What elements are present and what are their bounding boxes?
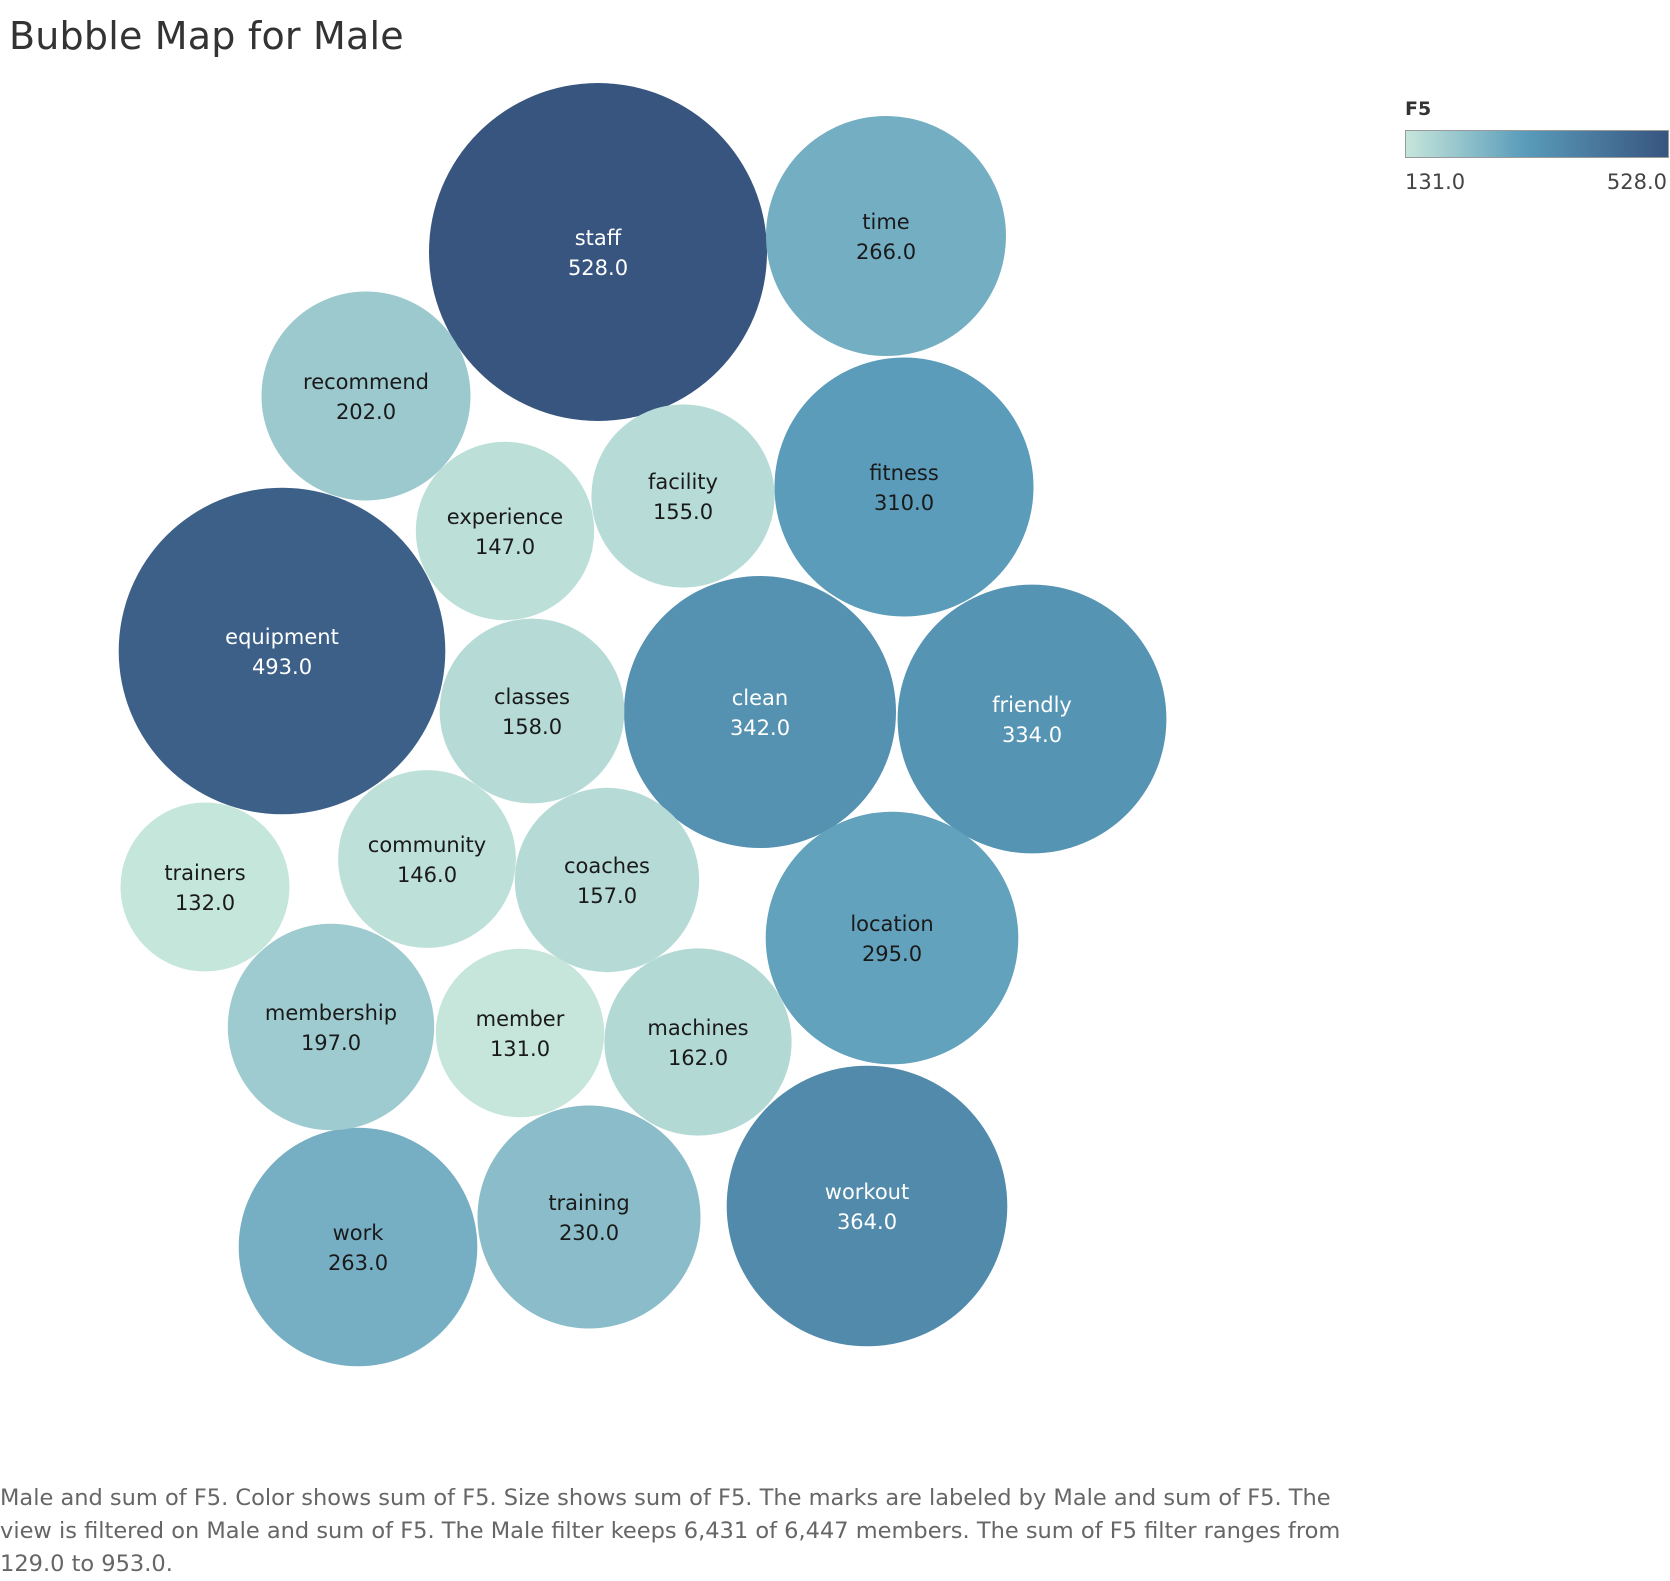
bubble-classes[interactable]: classes 158.0 [439, 618, 625, 804]
bubble-circle-work[interactable] [238, 1127, 478, 1367]
bubble-circle-fitness[interactable] [774, 357, 1034, 617]
bubble-fitness[interactable]: fitness 310.0 [774, 357, 1034, 617]
bubble-circle-staff[interactable] [429, 83, 767, 421]
bubble-facility[interactable]: facility 155.0 [591, 404, 775, 588]
bubble-machines[interactable]: machines 162.0 [604, 948, 792, 1136]
bubble-circle-workout[interactable] [726, 1065, 1008, 1347]
bubble-value-fitness: 310.0 [874, 491, 934, 515]
bubble-circle-coaches[interactable] [514, 787, 700, 973]
bubble-value-classes: 158.0 [502, 715, 562, 739]
bubble-value-trainers: 132.0 [175, 891, 235, 915]
bubble-member[interactable]: member 131.0 [435, 948, 605, 1118]
bubble-value-coaches: 157.0 [577, 884, 637, 908]
bubble-label-member: member [476, 1007, 565, 1031]
bubble-label-staff: staff [575, 226, 622, 250]
bubble-label-community: community [368, 833, 486, 857]
chart-caption: Male and sum of F5. Color shows sum of F… [0, 1485, 1341, 1577]
bubble-trainers[interactable]: trainers 132.0 [120, 802, 290, 972]
bubble-equipment[interactable]: equipment 493.0 [118, 487, 446, 815]
bubble-value-friendly: 334.0 [1002, 723, 1062, 747]
bubble-time[interactable]: time 266.0 [766, 116, 1006, 356]
bubble-label-equipment: equipment [225, 625, 339, 649]
bubble-label-time: time [862, 210, 909, 234]
bubble-label-membership: membership [265, 1001, 397, 1025]
bubble-label-work: work [333, 1221, 385, 1245]
bubble-label-classes: classes [494, 685, 570, 709]
bubble-work[interactable]: work 263.0 [238, 1127, 478, 1367]
bubble-value-workout: 364.0 [837, 1210, 897, 1234]
bubble-value-recommend: 202.0 [336, 400, 396, 424]
bubble-circle-recommend[interactable] [261, 291, 471, 501]
legend-min-label: 131.0 [1405, 170, 1466, 194]
bubble-training[interactable]: training 230.0 [477, 1105, 701, 1329]
bubble-workout[interactable]: workout 364.0 [726, 1065, 1008, 1347]
bubble-circle-classes[interactable] [439, 618, 625, 804]
bubble-circle-facility[interactable] [591, 404, 775, 588]
bubble-chart: staff 528.0 equipment 493.0 workout 364.0 clea… [118, 83, 1167, 1367]
bubble-experience[interactable]: experience 147.0 [415, 441, 595, 621]
bubble-value-machines: 162.0 [668, 1046, 728, 1070]
bubble-location[interactable]: location 295.0 [765, 811, 1019, 1065]
bubble-staff[interactable]: staff 528.0 [429, 83, 767, 421]
bubble-circle-machines[interactable] [604, 948, 792, 1136]
bubble-circle-membership[interactable] [227, 923, 435, 1131]
bubble-value-experience: 147.0 [475, 535, 535, 559]
bubble-friendly[interactable]: friendly 334.0 [897, 584, 1167, 854]
bubble-value-community: 146.0 [397, 863, 457, 887]
bubble-label-machines: machines [647, 1016, 748, 1040]
bubble-value-member: 131.0 [490, 1037, 550, 1061]
bubble-value-time: 266.0 [856, 240, 916, 264]
bubble-label-fitness: fitness [869, 461, 939, 485]
legend-title: F5 [1405, 98, 1432, 120]
bubble-circle-training[interactable] [477, 1105, 701, 1329]
bubble-value-clean: 342.0 [730, 716, 790, 740]
legend-max-label: 528.0 [1606, 170, 1667, 194]
bubble-circle-member[interactable] [435, 948, 605, 1118]
bubble-circle-trainers[interactable] [120, 802, 290, 972]
chart-title: Bubble Map for Male [9, 14, 404, 58]
bubble-value-training: 230.0 [559, 1221, 619, 1245]
bubble-label-facility: facility [648, 470, 718, 494]
bubble-circle-experience[interactable] [415, 441, 595, 621]
bubble-circle-clean[interactable] [624, 576, 896, 848]
bubble-circle-community[interactable] [338, 770, 516, 948]
bubble-coaches[interactable]: coaches 157.0 [514, 787, 700, 973]
bubble-value-location: 295.0 [862, 942, 922, 966]
legend-color-ramp [1405, 130, 1669, 158]
bubble-clean[interactable]: clean 342.0 [624, 576, 896, 848]
bubble-circle-location[interactable] [765, 811, 1019, 1065]
bubble-label-experience: experience [447, 505, 563, 529]
bubble-value-work: 263.0 [328, 1251, 388, 1275]
bubble-label-friendly: friendly [992, 693, 1072, 717]
bubble-circle-equipment[interactable] [118, 487, 446, 815]
bubble-community[interactable]: community 146.0 [338, 770, 516, 948]
bubble-circle-time[interactable] [766, 116, 1006, 356]
bubble-circle-friendly[interactable] [897, 584, 1167, 854]
bubble-label-training: training [548, 1191, 629, 1215]
bubble-label-workout: workout [825, 1180, 909, 1204]
bubble-label-trainers: trainers [164, 861, 245, 885]
color-legend: F5 131.0 528.0 [1405, 98, 1670, 198]
bubble-value-facility: 155.0 [653, 500, 713, 524]
bubble-label-recommend: recommend [303, 370, 429, 394]
bubble-value-staff: 528.0 [568, 256, 628, 280]
bubble-membership[interactable]: membership 197.0 [227, 923, 435, 1131]
bubble-recommend[interactable]: recommend 202.0 [261, 291, 471, 501]
bubble-value-membership: 197.0 [301, 1031, 361, 1055]
bubble-label-location: location [850, 912, 933, 936]
bubble-label-clean: clean [732, 686, 788, 710]
bubble-value-equipment: 493.0 [252, 655, 312, 679]
bubble-label-coaches: coaches [564, 854, 650, 878]
